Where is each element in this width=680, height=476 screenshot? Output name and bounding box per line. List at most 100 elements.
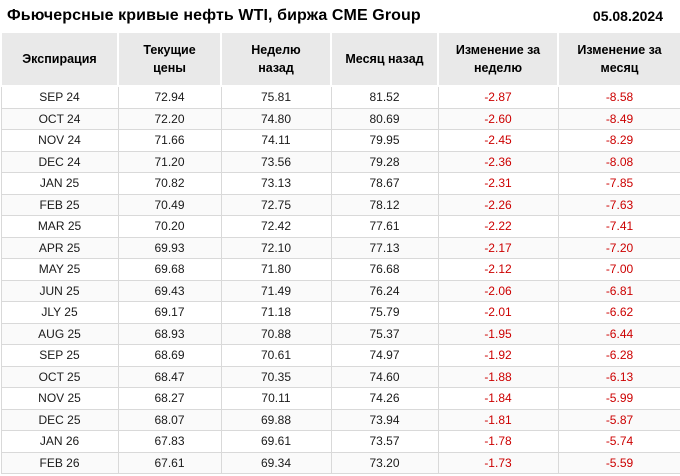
value-cell: -8.29 <box>557 129 680 152</box>
table-row: DEC 25 68.07 69.88 73.94 -1.81 -5.87 <box>0 408 680 431</box>
table-row: MAY 25 69.68 71.80 76.68 -2.12 -7.00 <box>0 258 680 281</box>
value-cell: 70.88 <box>220 322 332 345</box>
value-cell: 69.17 <box>117 301 222 324</box>
column-header: Изменение за месяц <box>557 31 680 87</box>
value-cell: -2.87 <box>437 85 559 109</box>
value-cell: 71.66 <box>117 129 222 152</box>
value-cell: -6.13 <box>557 365 680 388</box>
value-cell: 75.79 <box>330 301 439 324</box>
value-cell: 79.28 <box>330 150 439 173</box>
value-cell: 76.68 <box>330 258 439 281</box>
value-cell: 73.56 <box>220 150 332 173</box>
column-header: Месяц назад <box>330 31 439 87</box>
value-cell: -7.00 <box>557 258 680 281</box>
value-cell: -7.85 <box>557 172 680 195</box>
value-cell: 69.68 <box>117 258 222 281</box>
value-cell: 81.52 <box>330 85 439 109</box>
expiration-cell: FEB 26 <box>0 451 119 474</box>
expiration-cell: AUG 25 <box>0 322 119 345</box>
expiration-cell: MAY 25 <box>0 258 119 281</box>
value-cell: 72.75 <box>220 193 332 216</box>
expiration-cell: OCT 25 <box>0 365 119 388</box>
table-row: MAR 25 70.20 72.42 77.61 -2.22 -7.41 <box>0 215 680 238</box>
value-cell: 70.20 <box>117 215 222 238</box>
value-cell: -2.31 <box>437 172 559 195</box>
expiration-cell: JUN 25 <box>0 279 119 302</box>
value-cell: -1.84 <box>437 387 559 410</box>
value-cell: -2.26 <box>437 193 559 216</box>
value-cell: 72.10 <box>220 236 332 259</box>
table-row: OCT 24 72.20 74.80 80.69 -2.60 -8.49 <box>0 107 680 130</box>
futures-table: Экспирация Текущие цены Неделю назад Месяц … <box>0 31 680 474</box>
expiration-cell: DEC 24 <box>0 150 119 173</box>
expiration-cell: OCT 24 <box>0 107 119 130</box>
value-cell: -1.95 <box>437 322 559 345</box>
report-titlebar: Фьючерсные кривые нефть WTI, биржа CME G… <box>0 0 680 31</box>
value-cell: 73.57 <box>330 430 439 453</box>
expiration-cell: DEC 25 <box>0 408 119 431</box>
column-header: Изменение за неделю <box>437 31 559 87</box>
table-row: JAN 26 67.83 69.61 73.57 -1.78 -5.74 <box>0 430 680 453</box>
value-cell: 73.13 <box>220 172 332 195</box>
value-cell: -1.73 <box>437 451 559 474</box>
value-cell: -1.78 <box>437 430 559 453</box>
value-cell: 73.20 <box>330 451 439 474</box>
value-cell: -2.45 <box>437 129 559 152</box>
table-row: FEB 25 70.49 72.75 78.12 -2.26 -7.63 <box>0 193 680 216</box>
expiration-cell: SEP 24 <box>0 85 119 109</box>
value-cell: -6.28 <box>557 344 680 367</box>
expiration-cell: JLY 25 <box>0 301 119 324</box>
value-cell: 77.13 <box>330 236 439 259</box>
value-cell: 71.18 <box>220 301 332 324</box>
value-cell: 69.61 <box>220 430 332 453</box>
value-cell: -8.49 <box>557 107 680 130</box>
value-cell: -5.74 <box>557 430 680 453</box>
value-cell: 70.11 <box>220 387 332 410</box>
table-row: FEB 26 67.61 69.34 73.20 -1.73 -5.59 <box>0 451 680 474</box>
value-cell: 74.26 <box>330 387 439 410</box>
column-header: Экспирация <box>0 31 119 87</box>
value-cell: 68.47 <box>117 365 222 388</box>
table-row: SEP 25 68.69 70.61 74.97 -1.92 -6.28 <box>0 344 680 367</box>
value-cell: -7.41 <box>557 215 680 238</box>
value-cell: -5.99 <box>557 387 680 410</box>
expiration-cell: NOV 25 <box>0 387 119 410</box>
expiration-cell: APR 25 <box>0 236 119 259</box>
value-cell: 78.67 <box>330 172 439 195</box>
value-cell: 79.95 <box>330 129 439 152</box>
value-cell: 72.42 <box>220 215 332 238</box>
table-row: NOV 25 68.27 70.11 74.26 -1.84 -5.99 <box>0 387 680 410</box>
value-cell: 76.24 <box>330 279 439 302</box>
value-cell: -6.62 <box>557 301 680 324</box>
value-cell: 68.93 <box>117 322 222 345</box>
value-cell: 69.34 <box>220 451 332 474</box>
table-body: SEP 24 72.94 75.81 81.52 -2.87 -8.58 OCT 24 72.… <box>0 85 680 474</box>
value-cell: -6.81 <box>557 279 680 302</box>
value-cell: 69.93 <box>117 236 222 259</box>
value-cell: -2.36 <box>437 150 559 173</box>
value-cell: 78.12 <box>330 193 439 216</box>
value-cell: -1.88 <box>437 365 559 388</box>
page-title: Фьючерсные кривые нефть WTI, биржа CME G… <box>7 6 421 24</box>
expiration-cell: MAR 25 <box>0 215 119 238</box>
table-row: OCT 25 68.47 70.35 74.60 -1.88 -6.13 <box>0 365 680 388</box>
value-cell: 74.11 <box>220 129 332 152</box>
value-cell: -2.01 <box>437 301 559 324</box>
value-cell: 71.80 <box>220 258 332 281</box>
value-cell: -8.08 <box>557 150 680 173</box>
value-cell: -1.81 <box>437 408 559 431</box>
value-cell: 68.27 <box>117 387 222 410</box>
value-cell: 74.80 <box>220 107 332 130</box>
value-cell: 69.43 <box>117 279 222 302</box>
table-row: APR 25 69.93 72.10 77.13 -2.17 -7.20 <box>0 236 680 259</box>
expiration-cell: SEP 25 <box>0 344 119 367</box>
column-header: Текущие цены <box>117 31 222 87</box>
header-row: Экспирация Текущие цены Неделю назад Месяц … <box>0 31 680 87</box>
table-row: JAN 25 70.82 73.13 78.67 -2.31 -7.85 <box>0 172 680 195</box>
table-row: DEC 24 71.20 73.56 79.28 -2.36 -8.08 <box>0 150 680 173</box>
report-date: 05.08.2024 <box>592 7 663 24</box>
value-cell: -1.92 <box>437 344 559 367</box>
value-cell: 69.88 <box>220 408 332 431</box>
value-cell: -2.12 <box>437 258 559 281</box>
